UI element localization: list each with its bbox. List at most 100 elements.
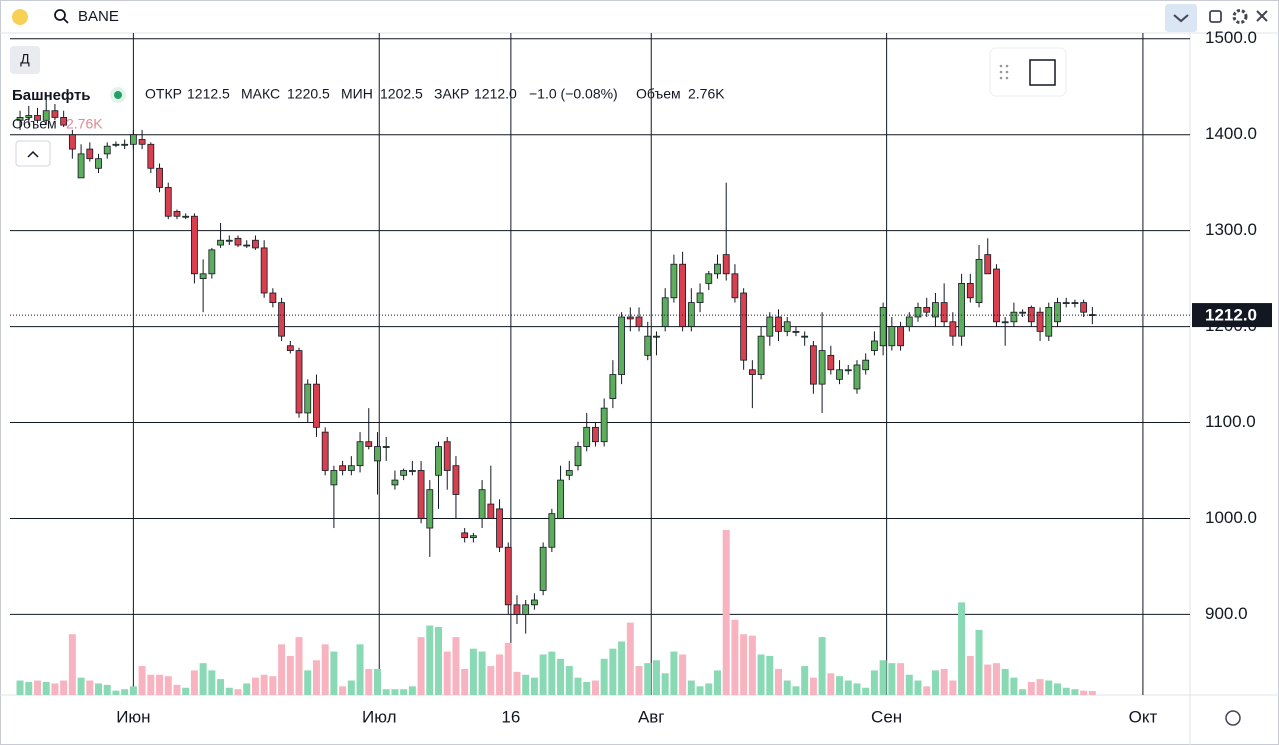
volume-bar [251, 677, 259, 695]
search-icon[interactable] [54, 9, 66, 21]
volume-bar [496, 654, 504, 695]
candle-body [182, 215, 190, 218]
volume-bar [147, 674, 155, 695]
rectangle-tool[interactable] [1029, 59, 1056, 86]
candle-body [522, 604, 530, 615]
candle-body [696, 292, 704, 303]
volume-bar [740, 634, 748, 695]
chevron-icon [1173, 14, 1189, 23]
drag-handle[interactable] [999, 64, 1009, 80]
scale-settings-button[interactable] [1225, 710, 1241, 726]
close-button[interactable] [1256, 10, 1268, 22]
settings-button[interactable] [1232, 9, 1248, 24]
symbol-input[interactable]: BANE [78, 8, 119, 25]
candle-body [836, 369, 843, 380]
candle-body [618, 316, 625, 375]
volume-bar [461, 668, 469, 695]
legend-symbol: Башнефть [12, 87, 91, 104]
volume-legend-value: 2.76K [66, 116, 103, 132]
volume-bar [897, 663, 905, 695]
candle-body [487, 503, 495, 519]
volume-bar [304, 670, 312, 695]
candle-body [513, 604, 521, 615]
volume-bar [504, 642, 512, 695]
window-button[interactable] [1209, 10, 1222, 23]
status-dot[interactable] [12, 9, 28, 25]
legend-open-label: ОТКР [145, 86, 182, 102]
candle-body [1027, 306, 1035, 323]
volume-bar [77, 677, 85, 695]
volume-bar [417, 637, 425, 695]
candle-body [609, 374, 617, 399]
volume-bar [783, 680, 791, 695]
candle-body [103, 145, 111, 155]
candle-body [801, 335, 809, 338]
volume-bar [513, 671, 521, 695]
candle-body [34, 115, 41, 121]
volume-bar [243, 683, 251, 695]
candle-body [679, 263, 687, 327]
candle-body [286, 345, 294, 351]
volume-bar [182, 687, 190, 695]
y-tick-label: 1400.0 [1205, 124, 1257, 143]
volume-bar [1071, 689, 1079, 695]
volume-bar [853, 683, 861, 695]
volume-bar [565, 666, 573, 695]
volume-bar [644, 663, 652, 695]
volume-bar [487, 666, 495, 695]
candle-body [557, 479, 564, 519]
volume-bar [879, 660, 887, 695]
volume-bar [792, 686, 800, 695]
candle-body [225, 239, 233, 242]
volume-bar [557, 658, 565, 695]
y-tick-label: 1000.0 [1205, 508, 1257, 527]
volume-bar [940, 668, 948, 695]
collapse-button[interactable] [1165, 4, 1197, 32]
candle-body [391, 479, 399, 486]
volume-bar [312, 660, 320, 695]
x-tick-label: Июл [362, 707, 397, 726]
legend: Башнефть ОТКР 1212.5 МАКС 1220.5 МИН 120… [12, 86, 725, 167]
volume-bar [679, 654, 687, 695]
volume-bar [286, 655, 294, 695]
candle-body [932, 302, 939, 318]
volume-bar [25, 681, 33, 695]
candle-body [252, 239, 259, 249]
volume-bar [339, 686, 347, 695]
candle-body [469, 535, 477, 539]
candle-body [347, 465, 355, 471]
volume-bar [347, 680, 355, 695]
candle-body [592, 426, 599, 443]
candle-body [670, 263, 678, 299]
candle-body [164, 187, 172, 217]
volume-bar [530, 677, 538, 695]
volume-bar [217, 679, 225, 695]
volume-bar [51, 683, 59, 695]
volume-bar [844, 680, 852, 695]
legend-status [114, 91, 122, 99]
interval-button[interactable] [10, 46, 40, 74]
candle-body [766, 316, 774, 337]
candle-body [809, 345, 817, 385]
collapse-legend-button[interactable] [15, 140, 51, 167]
candle-body [156, 167, 163, 188]
candle-body [1062, 302, 1070, 304]
volume-bar [914, 680, 922, 695]
candle-body [199, 273, 207, 280]
volume-bar [1010, 677, 1018, 695]
candle-body [993, 268, 1000, 323]
candle-body [748, 369, 756, 375]
volume-bar [60, 680, 68, 695]
candle-body [243, 244, 251, 247]
volume-bar [888, 663, 896, 695]
volume-bar [190, 670, 198, 695]
candle-body [653, 335, 660, 338]
candle-body [975, 259, 983, 303]
volume-bar [635, 666, 643, 695]
candle-body [775, 316, 782, 332]
volume-bar [696, 686, 704, 695]
candle-body [356, 441, 364, 467]
